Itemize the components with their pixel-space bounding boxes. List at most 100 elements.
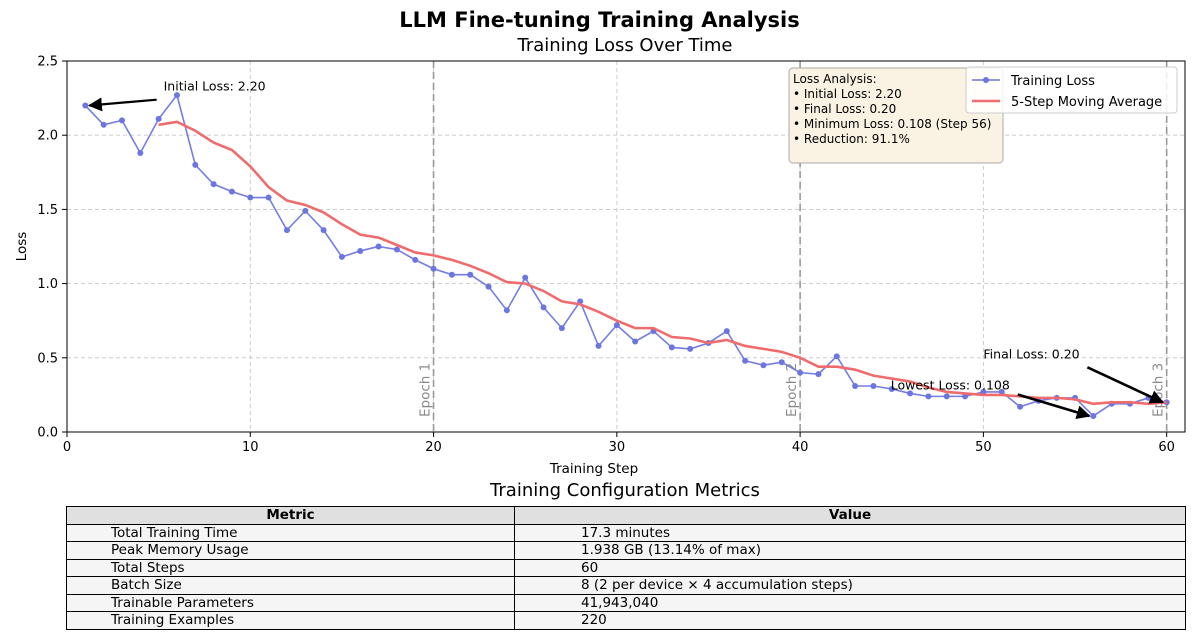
- training-loss-point: [815, 371, 822, 378]
- training-loss-point: [613, 322, 620, 329]
- training-loss-point: [412, 256, 419, 263]
- loss-chart: Epoch 1 Epoch 2 Epoch 3 0 10 20 30 40 50 60 0.0 0.5…: [14, 55, 1186, 477]
- table-row: Peak Memory Usage 1.938 GB (13.14% of ma…: [66, 541, 1186, 560]
- training-loss-point: [668, 344, 675, 351]
- legend-box: [965, 66, 1178, 114]
- training-loss-point: [540, 304, 547, 311]
- training-loss-point: [870, 382, 877, 389]
- metrics-table: Metric Value Total Training Time 17.3 mi…: [66, 506, 1186, 630]
- training-loss-point: [687, 345, 694, 352]
- metric-value: 1.938 GB (13.14% of max): [514, 541, 1186, 560]
- table-header-row: Metric Value: [66, 506, 1186, 525]
- metric-name: Peak Memory Usage: [66, 541, 515, 560]
- training-loss-point: [742, 357, 749, 364]
- metric-name: Total Steps: [66, 558, 515, 577]
- training-loss-point: [118, 117, 125, 124]
- y-tick-label: 2.5: [37, 55, 58, 70]
- legend-moving-average-label: 5-Step Moving Average: [1011, 95, 1162, 110]
- training-loss-point: [320, 227, 327, 234]
- training-loss-point: [980, 388, 987, 395]
- table-row: Training Examples 220: [66, 611, 1186, 630]
- training-loss-point: [137, 150, 144, 157]
- plot-frame: [66, 60, 1186, 433]
- lowest-loss-arrow: [1017, 393, 1091, 420]
- table-title: Training Configuration Metrics: [490, 480, 760, 501]
- table-row: Total Training Time 17.3 minutes: [66, 523, 1186, 542]
- metric-name: Trainable Parameters: [66, 593, 515, 612]
- training-loss-point: [760, 362, 767, 369]
- training-loss-point: [338, 253, 345, 260]
- training-loss-point: [833, 353, 840, 360]
- y-tick-label: 1.0: [37, 277, 58, 292]
- y-tick-label: 2.0: [37, 129, 58, 144]
- training-loss-point: [448, 271, 455, 278]
- table-header-metric: Metric: [66, 506, 515, 525]
- training-loss-point: [357, 247, 364, 254]
- table-row: Trainable Parameters 41,943,040: [66, 593, 1186, 612]
- training-loss-point: [210, 181, 217, 188]
- initial-loss-annotation: Initial Loss: 2.20: [164, 79, 266, 94]
- training-loss-point: [503, 307, 510, 314]
- table-header-value: Value: [514, 506, 1186, 525]
- initial-loss-arrow: [87, 97, 157, 112]
- training-loss-point: [302, 207, 309, 214]
- loss-analysis-line: • Final Loss: 0.20: [793, 102, 896, 116]
- table-row: Total Steps 60: [66, 558, 1186, 577]
- training-loss-point: [852, 382, 859, 389]
- moving-average-line: [158, 120, 1167, 406]
- x-tick-label: 20: [425, 440, 442, 455]
- training-loss-point: [173, 92, 180, 99]
- training-loss-point: [192, 161, 199, 168]
- metric-value: 41,943,040: [514, 593, 1186, 612]
- x-tick-label: 40: [792, 440, 809, 455]
- training-loss-point: [632, 338, 639, 345]
- y-tick-label: 0.0: [37, 426, 58, 441]
- training-loss-point: [228, 188, 235, 195]
- training-loss-point: [283, 227, 290, 234]
- legend-training-loss-label: Training Loss: [1010, 74, 1095, 89]
- training-loss-point: [393, 246, 400, 253]
- training-loss-point: [907, 390, 914, 397]
- training-loss-point: [962, 393, 969, 400]
- training-loss-point: [430, 265, 437, 272]
- epoch-label: Epoch 3: [1151, 363, 1167, 417]
- training-loss-point: [888, 385, 895, 392]
- table-row: Batch Size 8 (2 per device × 4 accumulat…: [66, 576, 1186, 595]
- epoch-label: Epoch 1: [418, 363, 434, 417]
- epoch-label: Epoch 2: [784, 363, 800, 417]
- training-loss-point: [943, 393, 950, 400]
- training-loss-point: [82, 102, 89, 109]
- training-loss-point: [558, 325, 565, 332]
- training-loss-point: [375, 243, 382, 250]
- metric-value: 220: [514, 611, 1186, 630]
- final-loss-arrow: [1086, 366, 1164, 404]
- training-loss-point: [595, 342, 602, 349]
- metric-value: 17.3 minutes: [514, 523, 1186, 542]
- metric-value: 60: [514, 558, 1186, 577]
- training-loss-point: [797, 369, 804, 376]
- legend-training-loss-marker: [983, 77, 989, 83]
- training-loss-point: [1090, 412, 1097, 419]
- final-loss-annotation: Final Loss: 0.20: [983, 346, 1079, 361]
- training-loss-point: [723, 328, 730, 335]
- chart-title: Training Loss Over Time: [517, 35, 733, 56]
- x-tick-label: 10: [242, 440, 259, 455]
- x-tick-label: 60: [1158, 440, 1175, 455]
- x-tick-label: 30: [609, 440, 626, 455]
- loss-analysis-line: • Initial Loss: 2.20: [793, 87, 902, 101]
- loss-analysis-line: • Minimum Loss: 0.108 (Step 56): [793, 117, 991, 131]
- training-loss-point: [522, 274, 529, 281]
- figure-title: LLM Fine-tuning Training Analysis: [399, 8, 800, 32]
- y-axis-label: Loss: [14, 232, 30, 262]
- training-loss-point: [778, 359, 785, 366]
- metric-name: Training Examples: [66, 611, 515, 630]
- training-loss-point: [1017, 403, 1024, 410]
- metric-name: Batch Size: [66, 576, 515, 595]
- training-loss-point: [155, 115, 162, 122]
- x-axis-label: Training Step: [549, 461, 638, 477]
- training-loss-line: [84, 93, 1167, 417]
- lowest-loss-annotation: Lowest Loss: 0.108: [891, 377, 1010, 392]
- training-loss-point: [998, 388, 1005, 395]
- training-loss-point: [100, 121, 107, 128]
